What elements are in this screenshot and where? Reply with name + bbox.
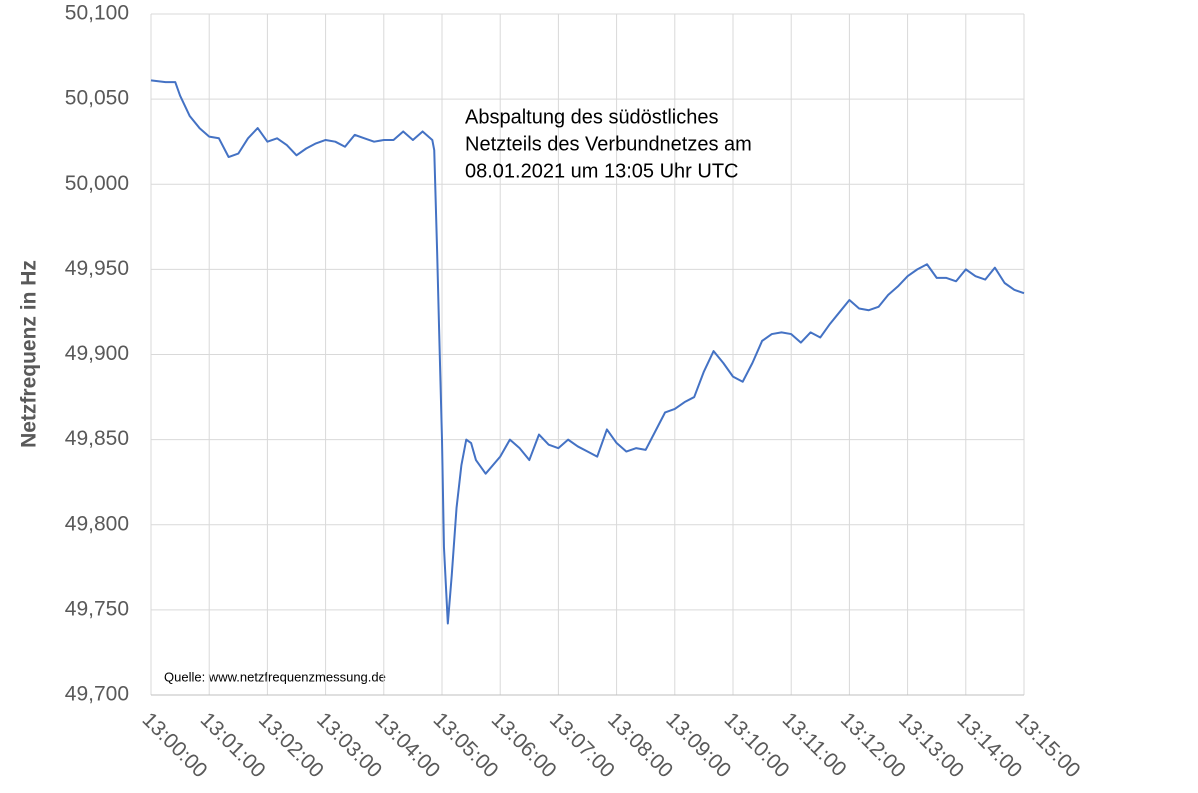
y-tick-label: 50,000 — [65, 172, 129, 195]
data-line — [150, 79, 1025, 625]
annotation: 08.01.2021 um 13:05 Uhr UTC — [465, 160, 739, 182]
y-axis-label: Netzfrequenz in Hz — [18, 260, 41, 448]
y-tick-label: 50,100 — [65, 2, 129, 25]
y-tick-label: 49,800 — [65, 512, 129, 535]
y-tick-label: 49,850 — [65, 427, 129, 450]
y-tick-label: 49,950 — [65, 257, 129, 280]
x-tick-label: 13:15:00 — [1011, 708, 1085, 782]
source-note: Quelle: www.netzfrequenzmessung.de — [164, 669, 386, 684]
y-tick-label: 50,050 — [65, 87, 129, 110]
annotation: Netzteils des Verbundnetzes am — [465, 133, 752, 155]
y-tick-label: 49,700 — [65, 683, 129, 706]
y-tick-label: 49,900 — [65, 342, 129, 365]
annotation: Abspaltung des südöstliches — [465, 106, 719, 128]
y-tick-label: 49,750 — [65, 597, 129, 620]
